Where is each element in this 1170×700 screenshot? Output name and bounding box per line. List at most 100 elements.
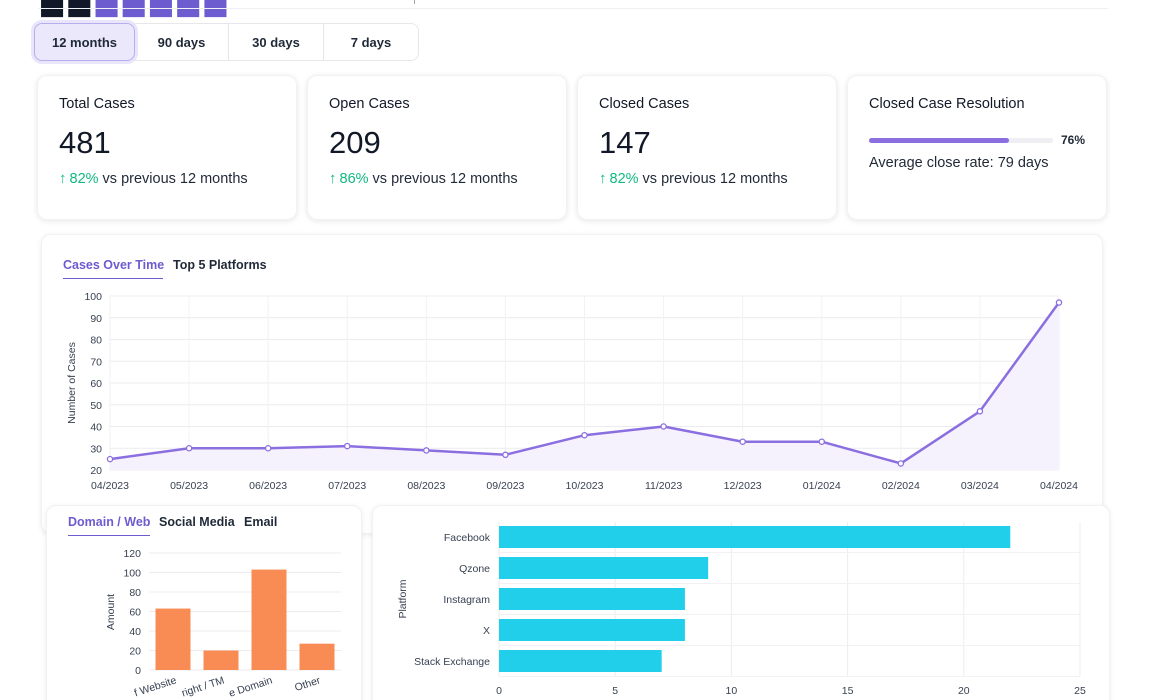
- brand-logo: ◼◼◼◼◼◼◼: [38, 0, 230, 24]
- arrow-up-icon: ↑: [599, 170, 607, 187]
- range-90-days-button[interactable]: 90 days: [135, 24, 229, 60]
- y-tick-label: 30: [90, 443, 102, 455]
- data-point: [185, 444, 193, 452]
- header-divider: [38, 8, 1108, 9]
- y-tick-label: 40: [129, 626, 141, 638]
- data-point: [1055, 299, 1063, 306]
- y-tick-label: 80: [129, 587, 141, 599]
- data-point: [343, 442, 351, 450]
- y-tick-label: 60: [90, 378, 102, 390]
- total-cases-value: 481: [59, 125, 111, 160]
- range-12-months-button[interactable]: 12 months: [34, 23, 135, 61]
- x-tick-label: 05/2023: [170, 480, 208, 492]
- y-tick-label: 90: [90, 313, 102, 325]
- y-tick-label: 40: [90, 422, 102, 434]
- tab-top-5-platforms[interactable]: Top 5 Platforms: [173, 258, 267, 272]
- x-tick-label: 07/2023: [328, 480, 366, 492]
- x-tick-label: 10/2023: [566, 480, 604, 492]
- range-7-days-button[interactable]: 7 days: [350, 34, 392, 50]
- x-tick-label: 10: [726, 685, 738, 697]
- bar: [155, 608, 191, 670]
- average-close-rate: Average close rate: 79 days: [869, 155, 1049, 171]
- bar: [499, 557, 709, 579]
- y-axis-label: Platform: [397, 579, 409, 618]
- data-point: [106, 455, 114, 463]
- x-tick-label: Other: [293, 674, 322, 694]
- data-point: [423, 447, 430, 454]
- total-cases-card: Total Cases 481 ↑ 82% vs previous 12 mont…: [37, 75, 297, 220]
- x-tick-label: 01/2024: [803, 480, 841, 492]
- bar: [203, 650, 239, 670]
- tab-social-media[interactable]: Social Media: [159, 515, 235, 529]
- total-cases-delta: ↑ 82% vs previous 12 months: [59, 170, 248, 187]
- y-tick-label: X: [483, 625, 490, 637]
- y-tick-label: 20: [129, 646, 141, 658]
- tab-email[interactable]: Email: [244, 515, 278, 529]
- closed-cases-value: 147: [599, 125, 651, 160]
- x-tick-label: 02/2024: [882, 480, 920, 492]
- active-tab-underline: [63, 278, 163, 279]
- data-point: [739, 438, 746, 445]
- resolution-title: Closed Case Resolution: [869, 96, 1025, 112]
- bar: [499, 650, 662, 672]
- x-tick-label: 06/2023: [249, 480, 287, 492]
- bar: [499, 526, 1011, 548]
- y-tick-label: 100: [84, 291, 102, 303]
- x-tick-label: 08/2023: [407, 480, 445, 492]
- range-30-days-button[interactable]: 30 days: [229, 24, 324, 60]
- x-tick-label: 11/2023: [645, 480, 682, 492]
- y-axis-label: Amount: [105, 594, 117, 630]
- arrow-up-icon: ↑: [59, 170, 67, 187]
- bar: [499, 588, 685, 610]
- y-tick-label: Qzone: [459, 563, 490, 575]
- x-tick-label: f Website: [133, 674, 178, 699]
- bar: [299, 643, 335, 670]
- x-tick-label: right / TM: [180, 674, 226, 699]
- bar: [251, 569, 287, 670]
- y-tick-label: 60: [129, 607, 141, 619]
- y-axis-label: Number of Cases: [66, 342, 78, 424]
- x-tick-label: 15: [842, 685, 854, 697]
- y-tick-label: Instagram: [443, 594, 490, 606]
- x-tick-label: 04/2023: [91, 480, 129, 492]
- x-tick-label: 5: [612, 685, 618, 697]
- tab-domain-web[interactable]: Domain / Web: [68, 515, 151, 529]
- x-tick-label: e Domain: [227, 674, 274, 699]
- open-cases-value: 209: [329, 125, 381, 160]
- x-tick-label: 12/2023: [724, 480, 762, 492]
- data-point: [660, 423, 667, 430]
- open-cases-title: Open Cases: [329, 96, 410, 112]
- time-range-selector: 12 months 90 days 30 days 7 days: [34, 23, 419, 61]
- y-tick-label: Stack Exchange: [414, 656, 490, 668]
- resolution-card: Closed Case Resolution 76% Average close…: [847, 75, 1107, 220]
- progress-track: [869, 138, 1053, 143]
- header-divider-mark: [412, 0, 415, 4]
- x-tick-label: 0: [496, 685, 502, 697]
- open-cases-card: Open Cases 209 ↑ 86% vs previous 12 month…: [307, 75, 567, 220]
- closed-cases-card: Closed Cases 147 ↑ 82% vs previous 12 mon…: [577, 75, 837, 220]
- y-tick-label: 0: [135, 665, 141, 677]
- x-tick-label: 20: [958, 685, 970, 697]
- data-point: [581, 431, 588, 439]
- resolution-percent: 76%: [1060, 133, 1085, 147]
- y-tick-label: 70: [90, 356, 102, 368]
- open-cases-delta: ↑ 86% vs previous 12 months: [329, 170, 518, 187]
- data-point: [897, 460, 905, 467]
- x-tick-label: 25: [1074, 685, 1086, 697]
- x-tick-label: 09/2023: [486, 480, 524, 492]
- data-point: [818, 438, 826, 445]
- x-tick-label: 03/2024: [961, 480, 999, 492]
- y-tick-label: 20: [90, 465, 102, 477]
- active-tab-underline: [68, 535, 150, 536]
- progress-fill: [869, 138, 1009, 143]
- tab-cases-over-time[interactable]: Cases Over Time: [63, 258, 165, 272]
- closed-cases-delta: ↑ 82% vs previous 12 months: [599, 170, 788, 187]
- y-tick-label: 100: [123, 568, 141, 580]
- data-point: [976, 408, 984, 415]
- y-tick-label: Facebook: [444, 532, 491, 544]
- x-tick-label: 04/2024: [1040, 480, 1078, 492]
- data-point: [264, 444, 272, 452]
- resolution-progress: 76%: [869, 133, 1085, 149]
- y-tick-label: 120: [123, 548, 141, 560]
